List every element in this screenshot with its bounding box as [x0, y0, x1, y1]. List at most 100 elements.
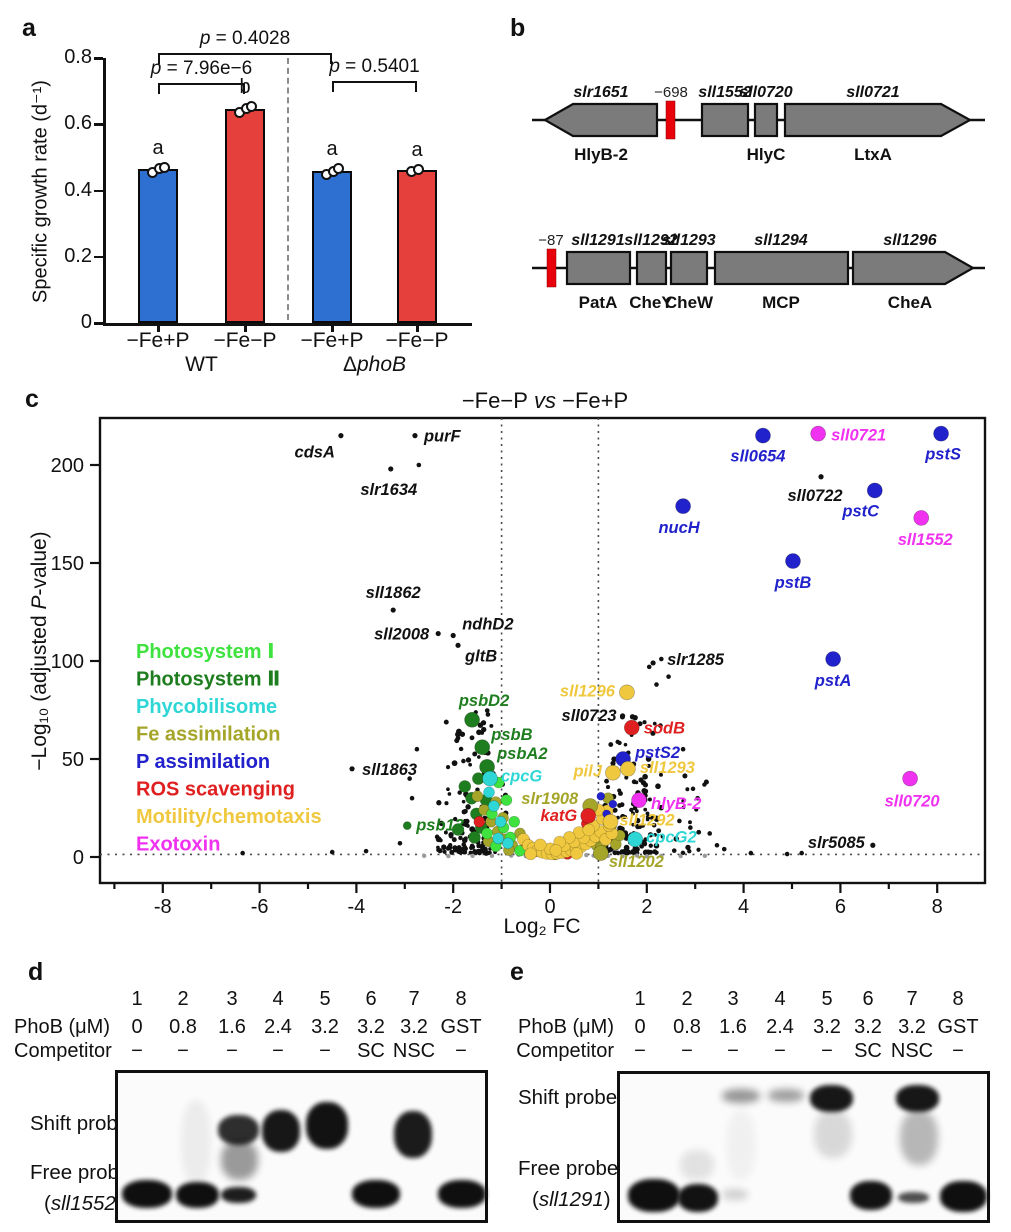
phob-concentration: 3.2: [400, 1016, 428, 1038]
background-point: [477, 755, 481, 759]
competitor-value: −: [131, 1040, 143, 1062]
phob-concentration: 3.2: [813, 1016, 841, 1038]
background-point: [461, 842, 467, 847]
background-point: [477, 722, 484, 728]
gene-point-gltB: [455, 642, 461, 648]
background-point: [604, 778, 609, 784]
background-point: [634, 846, 640, 853]
gene-name-label: sll0721: [846, 84, 899, 101]
gel-band: [940, 1181, 987, 1212]
lane-number: 4: [272, 988, 284, 1010]
background-point: [680, 746, 686, 752]
emsa-gel-sll1291: PhoB (μM) Competitor Shift probe Free pr…: [505, 950, 1011, 1232]
phob-concentration: 1.6: [719, 1016, 747, 1038]
phob-concentration: 1.6: [218, 1016, 246, 1038]
legend-mot: Motility/chemotaxis: [136, 806, 322, 828]
legend-phyco: Phycobilisome: [136, 696, 277, 718]
background-point: [443, 830, 448, 835]
gene-label-cdsA: cdsA: [295, 444, 335, 462]
gene-point-pstA: [825, 651, 841, 667]
background-point: [444, 801, 449, 806]
x-tick-label: 8: [932, 896, 943, 918]
gene-label-sll1202: sll1202: [609, 853, 664, 871]
background-point: [721, 846, 727, 852]
bar-−Fe−P: [225, 109, 265, 323]
data-point: [332, 163, 344, 175]
data-point: [412, 163, 424, 175]
gene-point-pilJ: [605, 764, 621, 781]
data-point: [158, 161, 170, 173]
background-point: [468, 850, 473, 855]
background-point: [611, 756, 617, 762]
panel-letter-e: e: [510, 958, 524, 986]
gel-band: [221, 1187, 256, 1203]
gene-name-label: sll1294: [754, 232, 807, 249]
condition-label: −Fe−P: [385, 329, 449, 352]
gene-point-katG: [580, 807, 597, 824]
gene-box-sll1552: [700, 102, 750, 138]
nonsig-point: [421, 853, 427, 859]
gene-label-sll1552: sll1552: [898, 531, 953, 549]
gene-point-psbB: [474, 739, 491, 756]
gene-point-sll1202: [592, 845, 609, 861]
background-point: [485, 712, 491, 717]
gene-label-sll1863: sll1863: [362, 761, 417, 779]
gene-label-cpcG2: cpcG2: [646, 828, 696, 846]
background-point: [671, 848, 677, 853]
panel-a-y-tick-label: 0: [80, 311, 92, 333]
lane-number: 8: [455, 988, 467, 1010]
background-point: [451, 760, 458, 767]
gel-band: [352, 1180, 400, 1208]
background-point: [484, 708, 490, 713]
background-point: [666, 674, 671, 679]
background-point: [650, 730, 656, 736]
background-point: [799, 850, 804, 856]
panel-a-x-tick: [331, 325, 334, 332]
bracket-end: [158, 55, 160, 64]
competitor-value: −: [774, 1040, 786, 1062]
background-point: [640, 823, 646, 828]
gel-band: [221, 1140, 258, 1180]
gene-point-sll1862: [390, 607, 396, 613]
protein-name-label: LtxA: [854, 145, 892, 164]
panel-letter-a: a: [22, 14, 36, 42]
p-value-label: p = 0.4028: [155, 28, 335, 50]
x-tick-label: -6: [251, 896, 269, 918]
x-tick-label: 0: [544, 896, 555, 918]
background-point: [436, 800, 442, 806]
lane-number: 1: [634, 988, 646, 1010]
lane-number: 1: [131, 988, 143, 1010]
gel-band: [810, 1085, 853, 1112]
panel-letter-d: d: [28, 958, 44, 986]
background-point: [481, 850, 487, 855]
gene-label-purF: purF: [423, 428, 462, 446]
significance-letter: a: [411, 138, 423, 161]
background-point: [653, 815, 660, 822]
background-point: [703, 779, 709, 785]
fe-point: [471, 790, 484, 803]
gene-label-sll0720: sll0720: [885, 793, 941, 811]
panel-a-y-tick: [94, 255, 103, 259]
promoter-marker: [546, 248, 557, 288]
gene-label-slr5085: slr5085: [808, 834, 866, 852]
gene-label-sll2008: sll2008: [374, 626, 430, 644]
phob-concentration: 0.8: [169, 1016, 197, 1038]
gel-band: [726, 1110, 756, 1180]
background-point: [617, 803, 622, 808]
background-point: [631, 822, 636, 827]
gene-label-cpcG: cpcG: [501, 768, 542, 786]
background-point: [475, 787, 480, 792]
background-point: [458, 835, 463, 841]
background-point: [638, 777, 644, 783]
free-probe-label-e: Free probe: [518, 1157, 619, 1180]
background-point: [409, 795, 415, 801]
background-point: [414, 746, 420, 752]
significance-letter: a: [152, 136, 164, 159]
y-tick-label: 100: [51, 651, 84, 673]
background-point: [642, 720, 647, 725]
gel-band: [850, 1181, 892, 1210]
background-point: [681, 799, 685, 803]
background-point: [407, 776, 412, 781]
psi-point: [500, 794, 513, 806]
